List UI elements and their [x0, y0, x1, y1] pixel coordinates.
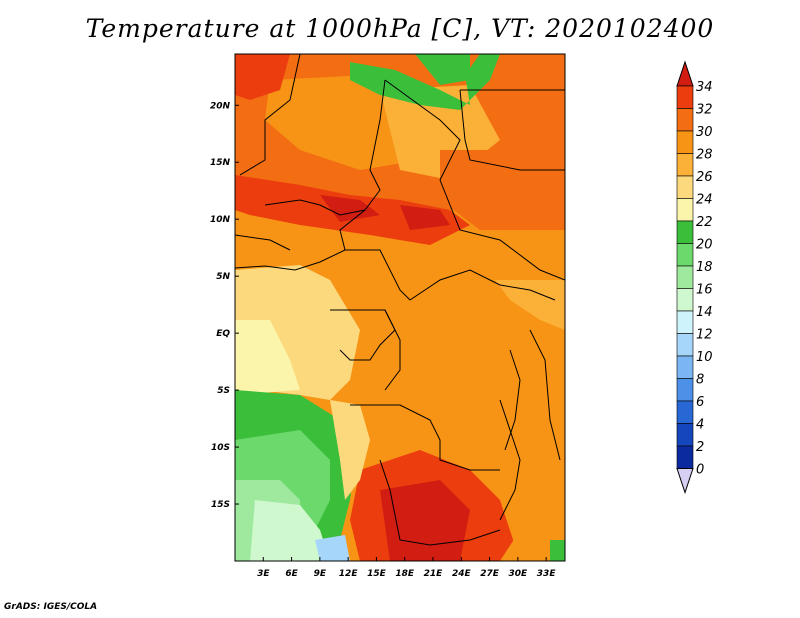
lon-tick-label: 3E [257, 569, 270, 579]
colorbar-label: 10 [696, 350, 713, 365]
lon-tick-label: 6E [285, 569, 298, 579]
longitude-axis: 3E 6E 9E 12E 15E 18E 21E 24E 27E 30E 33E [257, 557, 556, 579]
colorbar-label: 20 [696, 238, 713, 253]
colorbar-label: 12 [696, 328, 713, 343]
colorbar-segment [676, 175, 694, 199]
colorbar-segment [676, 198, 694, 222]
credit-text: GrADS: IGES/COLA [4, 602, 98, 612]
colorbar-label: 22 [696, 215, 713, 230]
colorbar-label: 24 [696, 193, 713, 208]
lat-tick-label: 10N [210, 215, 231, 225]
colorbar-segment [676, 108, 694, 132]
colorbar-segment [676, 220, 694, 244]
colorbar-label: 26 [696, 170, 713, 185]
lat-tick-label: 15S [211, 500, 230, 510]
colorbar-label: 0 [696, 463, 704, 478]
colorbar-segment [676, 310, 694, 334]
colorbar-segment [676, 333, 694, 357]
lat-tick-label: 10S [211, 443, 230, 453]
colorbar-segment [676, 288, 694, 312]
colorbar-label: 18 [696, 260, 713, 275]
lat-tick-label: 20N [210, 101, 231, 111]
colorbar-label: 32 [696, 103, 713, 118]
colorbar-label: 30 [696, 125, 713, 140]
lon-tick-label: 12E [339, 569, 359, 579]
colorbar-label: 14 [696, 305, 713, 320]
colorbar-segment [676, 85, 694, 109]
plot-title: Temperature at 1000hPa [C], VT: 20201024… [85, 14, 715, 43]
lon-tick-label: 24E [452, 569, 472, 579]
colorbar-label: 34 [696, 80, 713, 95]
colorbar-under-arrow [676, 468, 694, 495]
colorbar-segment [676, 378, 694, 402]
latitude-axis: 20N 15N 10N 5N EQ 5S 10S 15S [210, 101, 239, 510]
lon-tick-label: 30E [509, 569, 529, 579]
colorbar-label: 8 [696, 373, 704, 388]
lat-tick-label: 5S [217, 386, 230, 396]
colorbar-over-arrow [676, 60, 694, 87]
colorbar-segment [676, 265, 694, 289]
colorbar-label: 28 [696, 148, 713, 163]
lon-tick-label: 27E [480, 569, 500, 579]
colorbar-segment [676, 153, 694, 177]
lat-tick-label: 15N [210, 158, 231, 168]
temperature-field [235, 54, 565, 561]
lon-tick-label: 18E [395, 569, 415, 579]
colorbar-label: 4 [696, 418, 704, 433]
colorbar-label: 2 [696, 440, 704, 455]
country-borders [235, 54, 565, 546]
colorbar-segment [676, 130, 694, 154]
colorbar-segment [676, 423, 694, 447]
colorbar-label: 16 [696, 283, 713, 298]
colorbar-segment [676, 400, 694, 424]
lon-tick-label: 15E [367, 569, 387, 579]
colorbar-segment [676, 355, 694, 379]
colorbar-label: 6 [696, 395, 704, 410]
lat-tick-label: EQ [216, 329, 230, 339]
lon-tick-label: 9E [314, 569, 327, 579]
lat-tick-label: 5N [216, 272, 230, 282]
map-frame [234, 53, 566, 562]
lon-tick-label: 21E [424, 569, 444, 579]
lon-tick-label: 33E [537, 569, 557, 579]
colorbar-segment [676, 243, 694, 267]
colorbar-segment [676, 445, 694, 469]
